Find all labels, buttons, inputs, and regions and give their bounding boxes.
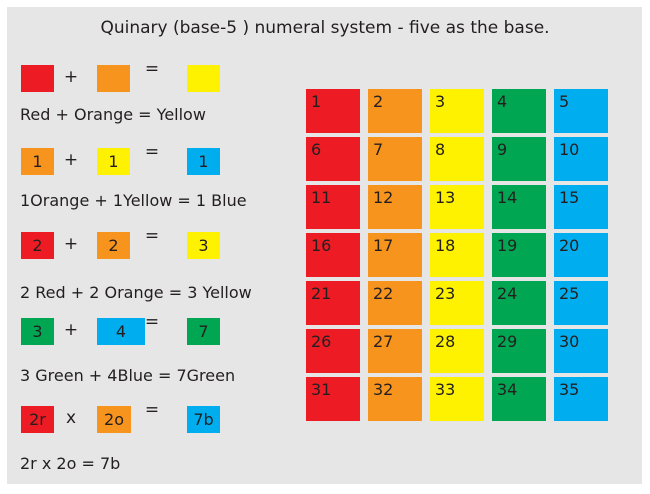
grid-cell-14: 14	[492, 185, 546, 229]
grid-cell-1: 1	[306, 89, 360, 133]
grid-cell-12: 12	[368, 185, 422, 229]
equation-2-a-swatch: 1	[21, 148, 54, 175]
equation-2-equals: =	[144, 142, 160, 162]
equation-3-text: 2 Red + 2 Orange = 3 Yellow	[20, 283, 252, 302]
grid-cell-6: 6	[306, 137, 360, 181]
equation-4-b-swatch: 4	[97, 318, 145, 345]
equation-2-text: 1Orange + 1Yellow = 1 Blue	[20, 191, 247, 210]
equation-3-b-swatch: 2	[97, 232, 130, 259]
grid-cell-16: 16	[306, 233, 360, 277]
grid-cell-21: 21	[306, 281, 360, 325]
grid-cell-9: 9	[492, 137, 546, 181]
grid-cell-29: 29	[492, 329, 546, 373]
equation-1-b-swatch	[97, 65, 130, 92]
equation-1-text: Red + Orange = Yellow	[20, 105, 206, 124]
equation-2-operator: +	[63, 150, 79, 170]
equation-5-b-swatch: 2o	[97, 406, 131, 433]
grid-cell-17: 17	[368, 233, 422, 277]
grid-cell-5: 5	[554, 89, 608, 133]
equation-5-equals: =	[144, 400, 160, 420]
grid-cell-25: 25	[554, 281, 608, 325]
equation-5-text: 2r x 2o = 7b	[20, 454, 121, 473]
equation-1-c-swatch	[187, 65, 220, 92]
page-title: Quinary (base-5 ) numeral system - five …	[100, 18, 550, 38]
equation-1-equals: =	[144, 59, 160, 79]
equation-3-a-swatch: 2	[21, 232, 54, 259]
grid-cell-30: 30	[554, 329, 608, 373]
grid-cell-34: 34	[492, 377, 546, 421]
equation-1-a-swatch	[21, 65, 54, 92]
equation-4-equals: =	[144, 312, 160, 332]
equation-4-a-swatch: 3	[21, 318, 54, 345]
grid-cell-26: 26	[306, 329, 360, 373]
grid-cell-18: 18	[430, 233, 484, 277]
equation-1-operator: +	[63, 67, 79, 87]
equation-4-text: 3 Green + 4Blue = 7Green	[20, 366, 236, 385]
grid-cell-27: 27	[368, 329, 422, 373]
grid-cell-23: 23	[430, 281, 484, 325]
grid-cell-8: 8	[430, 137, 484, 181]
grid-cell-32: 32	[368, 377, 422, 421]
grid-cell-10: 10	[554, 137, 608, 181]
grid-cell-3: 3	[430, 89, 484, 133]
grid-cell-11: 11	[306, 185, 360, 229]
grid-cell-20: 20	[554, 233, 608, 277]
equation-3-c-swatch: 3	[187, 232, 220, 259]
equation-5-operator: x	[65, 408, 77, 428]
grid-cell-7: 7	[368, 137, 422, 181]
grid-cell-13: 13	[430, 185, 484, 229]
grid-cell-28: 28	[430, 329, 484, 373]
grid-cell-35: 35	[554, 377, 608, 421]
equation-4-operator: +	[63, 320, 79, 340]
grid-cell-22: 22	[368, 281, 422, 325]
grid-cell-2: 2	[368, 89, 422, 133]
equation-3-operator: +	[63, 234, 79, 254]
grid-cell-4: 4	[492, 89, 546, 133]
grid-cell-31: 31	[306, 377, 360, 421]
equation-5-c-swatch: 7b	[187, 406, 220, 433]
equation-4-c-swatch: 7	[187, 318, 220, 345]
grid-cell-33: 33	[430, 377, 484, 421]
equation-3-equals: =	[144, 226, 160, 246]
equation-5-a-swatch: 2r	[21, 406, 54, 433]
equation-2-b-swatch: 1	[97, 148, 130, 175]
equation-2-c-swatch: 1	[187, 148, 220, 175]
grid-cell-24: 24	[492, 281, 546, 325]
grid-cell-19: 19	[492, 233, 546, 277]
grid-cell-15: 15	[554, 185, 608, 229]
